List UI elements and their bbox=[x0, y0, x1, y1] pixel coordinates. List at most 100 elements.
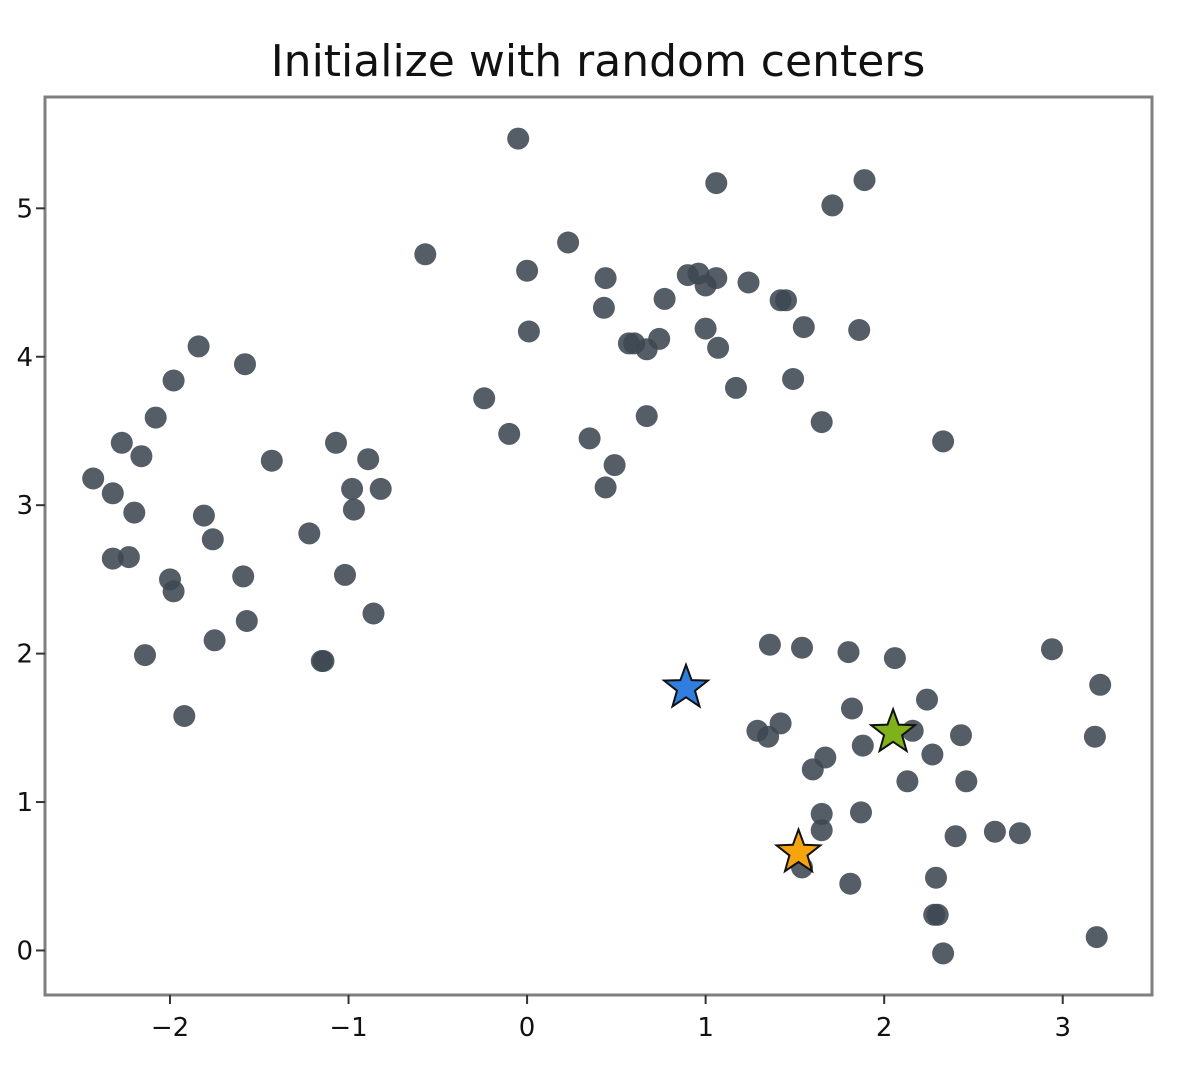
data-point bbox=[705, 267, 728, 290]
data-point bbox=[342, 498, 365, 521]
data-point bbox=[792, 316, 815, 339]
data-point bbox=[932, 430, 955, 453]
data-point bbox=[414, 243, 437, 266]
data-point bbox=[130, 445, 153, 468]
data-point bbox=[110, 431, 133, 454]
data-point bbox=[944, 825, 967, 848]
data-point bbox=[187, 335, 210, 358]
data-point bbox=[983, 820, 1006, 843]
y-tick-label: 0 bbox=[16, 936, 33, 966]
data-point bbox=[851, 734, 874, 757]
data-point bbox=[821, 194, 844, 217]
data-point bbox=[123, 501, 146, 524]
data-point bbox=[260, 449, 283, 472]
data-point bbox=[707, 336, 730, 359]
data-point bbox=[737, 271, 760, 294]
data-point bbox=[837, 641, 860, 664]
data-point bbox=[298, 522, 321, 545]
data-point bbox=[192, 504, 215, 527]
data-point bbox=[144, 406, 167, 429]
data-point bbox=[810, 802, 833, 825]
data-point bbox=[839, 872, 862, 895]
data-point bbox=[694, 317, 717, 340]
data-point bbox=[362, 602, 385, 625]
data-point bbox=[473, 387, 496, 410]
data-point bbox=[925, 866, 947, 889]
data-point bbox=[232, 565, 255, 588]
data-point bbox=[341, 477, 364, 500]
y-tick-label: 5 bbox=[16, 194, 33, 224]
data-point bbox=[203, 629, 226, 652]
data-point bbox=[848, 319, 871, 341]
data-point bbox=[921, 743, 944, 766]
data-point bbox=[173, 705, 196, 727]
y-tick-label: 1 bbox=[16, 788, 33, 818]
data-point bbox=[117, 546, 140, 569]
data-point bbox=[101, 547, 124, 570]
data-point bbox=[603, 454, 626, 477]
data-point bbox=[557, 231, 580, 254]
data-point bbox=[234, 353, 256, 376]
data-point bbox=[1089, 673, 1112, 696]
data-point bbox=[810, 411, 833, 434]
x-tick-label: −1 bbox=[329, 1013, 367, 1043]
data-point bbox=[1041, 638, 1063, 661]
data-point bbox=[775, 289, 797, 312]
data-point bbox=[325, 431, 347, 454]
axes-frame bbox=[43, 95, 1154, 997]
data-point bbox=[357, 448, 380, 471]
center-star-2 bbox=[868, 706, 918, 754]
plot-area bbox=[82, 127, 1112, 965]
data-point bbox=[235, 610, 258, 632]
data-point bbox=[162, 369, 185, 392]
data-point bbox=[926, 903, 949, 926]
data-point bbox=[791, 636, 813, 659]
x-tick-label: 1 bbox=[697, 1013, 714, 1043]
data-point bbox=[594, 267, 617, 290]
data-point bbox=[310, 650, 333, 672]
axes: −2 −1 0 1 2 3 0 1 2 3 4 5 bbox=[16, 95, 1154, 1043]
chart-title: Initialize with random centers bbox=[271, 36, 926, 87]
x-tick-label: 3 bbox=[1054, 1013, 1071, 1043]
y-tick-label: 3 bbox=[16, 491, 33, 521]
data-point bbox=[369, 477, 392, 500]
data-point bbox=[507, 127, 530, 150]
data-point bbox=[201, 528, 224, 551]
x-tick-label: 2 bbox=[876, 1013, 893, 1043]
data-point bbox=[635, 405, 658, 428]
data-point bbox=[850, 801, 872, 824]
x-tick-label: −2 bbox=[151, 1013, 189, 1043]
data-point bbox=[810, 819, 833, 842]
x-tick-label: 0 bbox=[519, 1013, 536, 1043]
data-point bbox=[517, 320, 540, 343]
data-point bbox=[334, 563, 356, 586]
data-point bbox=[896, 770, 919, 793]
y-tick-label: 4 bbox=[16, 343, 33, 373]
data-point bbox=[653, 287, 676, 310]
data-point bbox=[955, 770, 978, 793]
data-point bbox=[516, 259, 539, 282]
data-point bbox=[883, 647, 906, 670]
data-point bbox=[648, 327, 671, 350]
data-point bbox=[932, 942, 955, 965]
data-point bbox=[758, 633, 781, 656]
y-tick-label: 2 bbox=[16, 640, 33, 670]
data-point bbox=[592, 296, 615, 319]
data-point bbox=[101, 482, 124, 505]
center-star-3 bbox=[773, 826, 824, 874]
data-point bbox=[916, 688, 938, 711]
data-point bbox=[757, 725, 780, 748]
data-point bbox=[1085, 926, 1108, 949]
data-point bbox=[82, 467, 105, 490]
data-point bbox=[498, 422, 521, 445]
data-point bbox=[725, 376, 747, 399]
data-point bbox=[1008, 822, 1031, 845]
data-point bbox=[705, 172, 728, 195]
data-point bbox=[594, 476, 617, 499]
data-point bbox=[578, 427, 601, 450]
data-point bbox=[950, 724, 972, 747]
data-point bbox=[801, 758, 824, 781]
data-point bbox=[134, 644, 156, 667]
